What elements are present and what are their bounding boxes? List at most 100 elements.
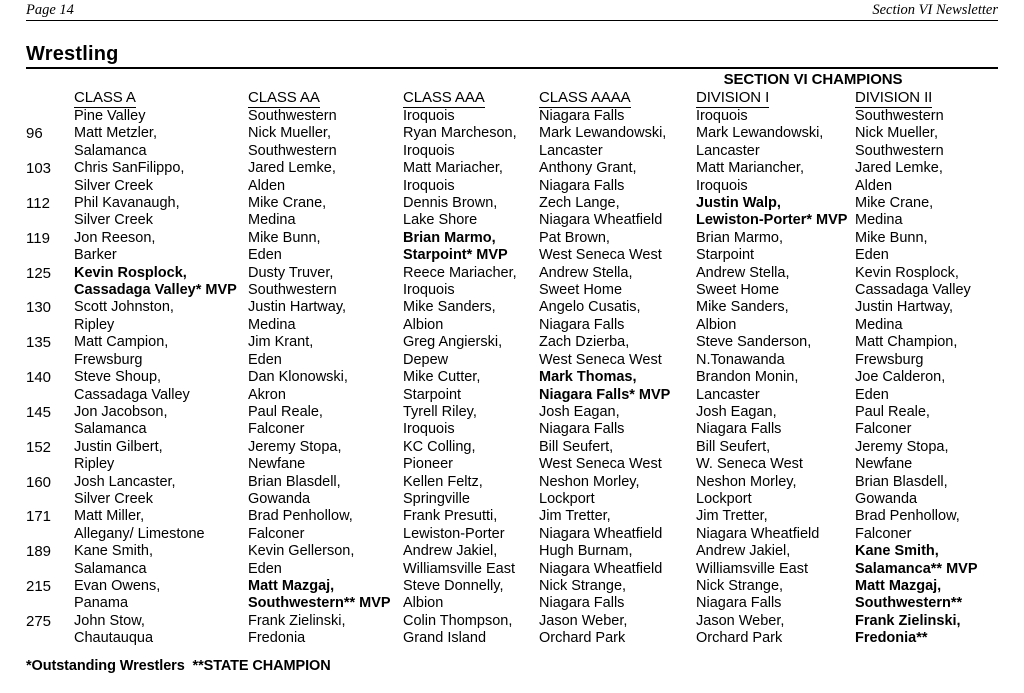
wrestler-name-class-aaaa: Bill Seufert, bbox=[539, 438, 614, 455]
wrestler-name-division-ii: Jeremy Stopa, bbox=[855, 438, 949, 455]
wrestler-name-class-aaaa: Nick Strange, bbox=[539, 577, 627, 594]
wrestler-school-class-aa: Newfane bbox=[248, 456, 306, 473]
wrestler-name-class-aa: Nick Mueller, bbox=[248, 125, 331, 142]
wrestler-name-class-aaaa: Mark Lewandowski, bbox=[539, 125, 667, 142]
wrestler-name-class-aaa: Reece Mariacher, bbox=[403, 264, 517, 281]
wrestler-name-division-ii: Paul Reale, bbox=[855, 403, 930, 420]
wrestler-name-class-aaa: Matt Mariacher, bbox=[403, 160, 503, 177]
table-row: 275 John Stow, Frank Zielinski, Colin Thomp… bbox=[26, 613, 998, 630]
table-row: Salamanca Southwestern Iroquois Lancaster La… bbox=[26, 143, 998, 160]
wrestler-school-class-a: Ripley bbox=[74, 316, 115, 333]
weight-class: 171 bbox=[26, 508, 52, 526]
table-row: 112 Phil Kavanaugh, Mike Crane, Dennis Brow… bbox=[26, 195, 998, 212]
wrestler-school-class-aaaa: Niagara Falls bbox=[539, 421, 625, 438]
wrestler-school-class-aa: Eden bbox=[248, 351, 282, 368]
wrestler-school-division-ii: Medina bbox=[855, 316, 903, 333]
wrestler-school-class-a: Silver Creek bbox=[74, 212, 153, 229]
wrestler-name-class-aaaa: Anthony Grant, bbox=[539, 160, 637, 177]
wrestler-name-division-i: Andrew Jakiel, bbox=[696, 543, 791, 560]
column-header-class-aaa: CLASS AAA bbox=[403, 89, 485, 108]
running-head: Page 14 Section VI Newsletter bbox=[26, 2, 998, 24]
wrestler-school-class-aa: Falconer bbox=[248, 421, 305, 438]
wrestler-school-class-aa: Akron bbox=[248, 386, 286, 403]
lead-class-a: Pine Valley bbox=[74, 108, 146, 124]
wrestler-school-division-i: N.Tonawanda bbox=[696, 351, 785, 368]
wrestler-school-class-aaaa: West Seneca West bbox=[539, 247, 662, 264]
table-row: 125 Kevin Rosplock, Dusty Truver, Reece Mar… bbox=[26, 265, 998, 282]
wrestler-school-division-ii: Salamanca** MVP bbox=[855, 560, 978, 577]
wrestler-school-division-ii: Gowanda bbox=[855, 490, 918, 507]
table-row: Cassadaga Valley* MVP Southwestern Iroquoi… bbox=[26, 282, 998, 299]
wrestler-school-division-i: Iroquois bbox=[696, 177, 748, 194]
wrestler-school-division-i: Williamsville East bbox=[696, 560, 808, 577]
wrestler-name-division-ii: Nick Mueller, bbox=[855, 125, 938, 142]
wrestler-school-class-aa: Medina bbox=[248, 316, 296, 333]
wrestler-school-division-i: Orchard Park bbox=[696, 630, 783, 647]
table-row: 135 Matt Campion, Jim Krant, Greg Angierski… bbox=[26, 334, 998, 351]
wrestler-name-division-ii: Frank Zielinski, bbox=[855, 612, 961, 629]
wrestler-name-class-aaa: Kellen Feltz, bbox=[403, 473, 483, 490]
wrestler-name-class-aaa: Mike Sanders, bbox=[403, 299, 496, 316]
wrestler-school-class-aaaa: West Seneca West bbox=[539, 456, 662, 473]
wrestler-school-class-aaa: Albion bbox=[403, 316, 444, 333]
weight-class: 140 bbox=[26, 369, 52, 387]
table-row: Salamanca Eden Williamsville East Niagara W… bbox=[26, 561, 998, 578]
wrestler-school-division-i: Lewiston-Porter* MVP bbox=[696, 212, 848, 229]
wrestler-name-class-a: Scott Johnston, bbox=[74, 299, 174, 316]
wrestler-school-class-aaaa: Lancaster bbox=[539, 142, 603, 159]
page-title: Wrestling bbox=[26, 43, 119, 65]
wrestler-name-division-i: Andrew Stella, bbox=[696, 264, 790, 281]
wrestler-school-division-i: Lockport bbox=[696, 490, 752, 507]
table-row: Pine Valley Southwestern Iroquois Niagar… bbox=[26, 108, 998, 125]
table-row: Panama Southwestern** MVP Albion Niagara Fa… bbox=[26, 595, 998, 612]
wrestler-school-division-ii: Cassadaga Valley bbox=[855, 282, 971, 299]
wrestler-name-class-aa: Mike Crane, bbox=[248, 195, 327, 212]
wrestler-name-division-ii: Kevin Rosplock, bbox=[855, 264, 959, 281]
weight-class: 160 bbox=[26, 473, 52, 491]
wrestler-school-class-aaa: Pioneer bbox=[403, 456, 453, 473]
wrestling-results-sheet: CLASS A CLASS AA CLASS AAA CLASS AAAA DI… bbox=[26, 88, 998, 648]
lead-class-aaaa: Niagara Falls bbox=[539, 108, 625, 124]
column-header-division-i: DIVISION I bbox=[696, 89, 770, 108]
wrestler-school-class-aaa: Williamsville East bbox=[403, 560, 515, 577]
wrestler-name-division-ii: Justin Hartway, bbox=[855, 299, 954, 316]
weight-class: 152 bbox=[26, 438, 52, 456]
table-row: Silver Creek Alden Iroquois Niagara Falls Ir… bbox=[26, 178, 998, 195]
column-header-division-ii: DIVISION II bbox=[855, 89, 933, 108]
table-row: 145 Jon Jacobson, Paul Reale, Tyrell Riley,… bbox=[26, 404, 998, 421]
wrestler-name-class-aaa: Andrew Jakiel, bbox=[403, 543, 498, 560]
weight-class: 130 bbox=[26, 299, 52, 317]
wrestler-name-division-i: Justin Walp, bbox=[696, 195, 781, 212]
wrestler-school-division-i: Lancaster bbox=[696, 386, 760, 403]
wrestler-school-class-aa: Medina bbox=[248, 212, 296, 229]
table-row: 96 Matt Metzler, Nick Mueller, Ryan Marches… bbox=[26, 125, 998, 142]
wrestler-school-class-a: Silver Creek bbox=[74, 490, 153, 507]
table-row: Silver Creek Medina Lake Shore Niagara Whea… bbox=[26, 212, 998, 229]
lead-division-i: Iroquois bbox=[696, 108, 748, 124]
table-row: Ripley Medina Albion Niagara Falls Albion Med… bbox=[26, 317, 998, 334]
lead-class-aa: Southwestern bbox=[248, 108, 337, 124]
weight-class: 275 bbox=[26, 612, 52, 630]
column-header-class-a: CLASS A bbox=[74, 89, 136, 108]
page-number: Page 14 bbox=[26, 2, 74, 18]
table-row: Salamanca Falconer Iroquois Niagara Falls Ni… bbox=[26, 421, 998, 438]
column-header-weight bbox=[26, 88, 74, 108]
wrestler-name-class-aaa: KC Colling, bbox=[403, 438, 476, 455]
wrestler-name-division-ii: Jared Lemke, bbox=[855, 160, 943, 177]
table-row: Allegany/ Limestone Falconer Lewiston-Port… bbox=[26, 526, 998, 543]
weight-class: 96 bbox=[26, 125, 43, 143]
weight-class: 189 bbox=[26, 543, 52, 561]
wrestler-school-class-aaaa: Niagara Falls bbox=[539, 595, 625, 612]
wrestler-school-class-aaa: Iroquois bbox=[403, 421, 455, 438]
wrestler-name-division-ii: Joe Calderon, bbox=[855, 369, 946, 386]
wrestler-name-class-a: Phil Kavanaugh, bbox=[74, 195, 180, 212]
wrestler-school-division-ii: Fredonia** bbox=[855, 630, 928, 647]
wrestler-school-class-a: Salamanca bbox=[74, 142, 147, 159]
wrestler-school-class-a: Cassadaga Valley bbox=[74, 386, 190, 403]
header-rule bbox=[26, 20, 998, 21]
wrestler-school-division-ii: Medina bbox=[855, 212, 903, 229]
wrestler-school-division-i: Albion bbox=[696, 316, 737, 333]
wrestler-school-class-a: Allegany/ Limestone bbox=[74, 525, 205, 542]
wrestler-name-class-aaaa: Neshon Morley, bbox=[539, 473, 640, 490]
wrestler-name-class-a: Chris SanFilippo, bbox=[74, 160, 185, 177]
